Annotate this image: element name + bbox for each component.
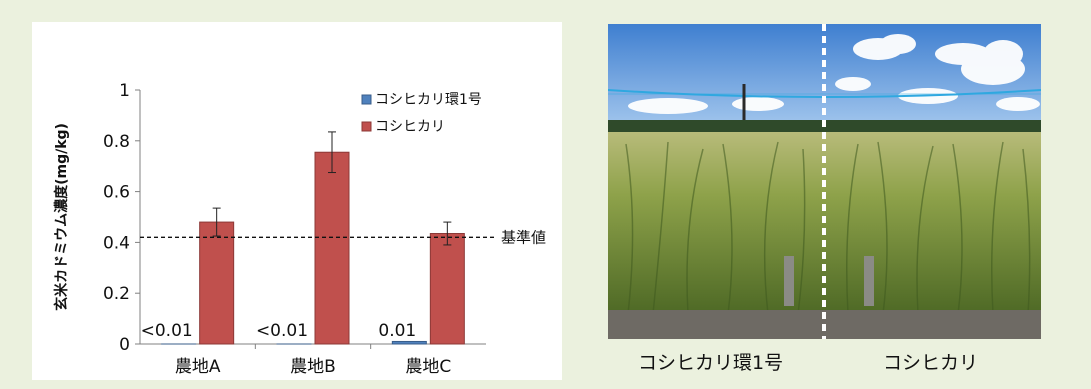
legend-swatch (361, 121, 372, 132)
legend-label: コシヒカリ環1号 (375, 92, 482, 108)
y-tick-label: 0.4 (103, 233, 130, 253)
chart-panel: 0 0.2 0.4 0.6 0.8 1 玄米カドミウム濃度(mg/kg) 農地A <0.01 農地… (32, 22, 562, 380)
photo-caption-left: コシヒカリ環1号 (638, 352, 784, 374)
y-axis-label: 玄米カドミウム濃度(mg/kg) (53, 123, 70, 311)
bar-koshihikari (314, 151, 350, 345)
stake-right (864, 256, 874, 306)
data-label: <0.01 (141, 321, 193, 341)
y-tick-label: 0.2 (103, 284, 130, 304)
legend-swatch (361, 94, 372, 105)
data-label: <0.01 (256, 321, 308, 341)
photo-caption-right: コシヒカリ (883, 352, 979, 374)
clouds (628, 34, 1040, 114)
bar-koshihikari (199, 221, 235, 345)
y-tick-label: 0.6 (103, 183, 130, 203)
legend-label: コシヒカリ (375, 119, 445, 135)
rice-field-photo (608, 24, 1041, 339)
data-label: 0.01 (378, 321, 416, 341)
y-tick-label: 1 (119, 81, 130, 101)
y-tick-label: 0 (119, 335, 130, 355)
stake-left (784, 256, 794, 306)
y-tick-label: 0.8 (103, 132, 130, 152)
bar-chart: 0 0.2 0.4 0.6 0.8 1 玄米カドミウム濃度(mg/kg) 農地A <0.01 農地… (53, 81, 546, 377)
reference-line-label: 基準値 (501, 228, 546, 246)
x-tick-label: 農地A (175, 357, 221, 377)
x-tick-label: 農地B (290, 357, 336, 377)
bar-kan1 (391, 340, 427, 345)
bar-koshihikari (429, 233, 465, 345)
x-tick-label: 農地C (405, 357, 451, 377)
